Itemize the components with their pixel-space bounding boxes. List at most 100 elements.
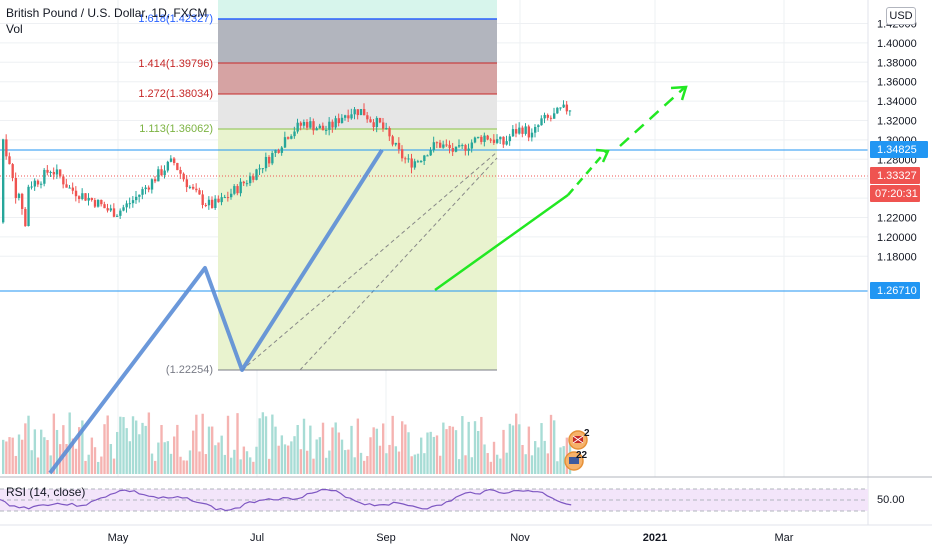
candle-body [372,122,375,128]
volume-bar [556,461,559,474]
candle-body [492,139,496,143]
candle-body [337,118,341,124]
candle-body [233,186,236,194]
volume-bar [5,441,8,474]
candle-body [255,169,258,180]
candle-body [540,118,543,126]
volume-bar [388,444,391,474]
volume-bars [2,412,572,474]
fib-label-1272: 1.272(1.38034) [138,88,213,100]
candle-body [293,131,296,137]
volume-bar [81,420,84,474]
candle-body [46,169,49,173]
candle-body [239,181,242,194]
candle-body [290,136,293,139]
candle-body [211,199,214,208]
volume-bar [255,446,258,474]
price-axis[interactable]: 1.420001.400001.380001.360001.340001.320… [867,0,928,525]
fib-label-1113: 1.113(1.36062) [139,123,213,135]
rsi-label[interactable]: RSI (14, close) [6,485,86,499]
fibonacci-extension[interactable]: 1.618(1.42327) 1.414(1.39796) 1.272(1.38… [138,0,498,376]
candle-body [195,188,198,191]
volume-bar [524,454,527,474]
rsi-pane[interactable]: 50.00 [0,476,932,512]
candle-body [505,141,508,145]
candle-body [230,193,233,198]
candle-body [287,137,290,139]
volume-bar [97,461,100,474]
candle-body [458,145,461,147]
candle-body [49,171,52,173]
volume-bar [103,424,106,474]
candle-body [207,199,211,206]
volume-bar [84,460,87,474]
volume-bar [359,452,363,474]
economic-events[interactable]: 2 22 [564,428,590,471]
volume-bar [518,424,521,474]
volume-bar [549,414,553,474]
candle-body [499,136,502,140]
volume-bar [331,427,334,474]
volume-bar [378,445,382,474]
candle-body [331,121,334,128]
volume-bar [458,459,461,474]
volume-bar [144,425,147,474]
volume-bar [11,437,14,474]
candle-body [334,118,337,128]
volume-bar [404,424,407,474]
chart-legend[interactable]: British Pound / U.S. Dollar, 1D, FXCM Vo… [6,5,207,37]
trend-drawing[interactable] [48,85,688,475]
volume-bar [454,430,458,474]
candle-body [268,156,271,164]
volume-bar [160,425,163,474]
candle-body [147,187,151,190]
candlestick-series [2,100,572,227]
volume-bar [496,454,499,474]
volume-bar [17,434,21,474]
candle-body [511,129,515,137]
volume-bar [214,445,217,474]
volume-bar [239,459,242,474]
volume-bar [274,426,277,474]
volume-bar [429,431,432,474]
volume-bar [432,436,436,474]
candle-body [353,109,356,115]
volume-bar [312,458,315,474]
candle-body [258,168,261,170]
candle-body [502,136,505,145]
volume-bar [321,422,325,474]
volume-bar [505,452,508,474]
volume-bar [397,451,401,474]
currency-button[interactable]: USD [886,7,916,25]
candle-body [280,147,284,153]
candle-body [138,194,141,197]
volume-bar [138,434,141,474]
time-axis[interactable]: May Jul Sep Nov 2021 Mar [0,524,932,544]
candle-body [125,203,128,208]
candle-body [394,142,398,145]
candle-body [71,187,75,191]
candle-body [106,208,109,211]
candle-body [84,193,87,201]
volume-bar [14,455,18,474]
volume-bar [530,455,534,474]
symbol-title[interactable]: British Pound / U.S. Dollar, 1D, FXCM [6,6,208,20]
price-tick: 1.40000 [877,38,917,50]
volume-label[interactable]: Vol [6,22,23,36]
candle-body [217,198,220,203]
volume-bar [315,439,318,474]
price-tick: 1.36000 [877,77,917,89]
volume-bar [150,453,154,474]
volume-bar [537,447,540,474]
volume-bar [410,456,413,474]
volume-bar [534,441,537,474]
candle-body [543,114,546,119]
candle-body [40,183,43,185]
volume-bar [328,450,331,474]
volume-bar [242,446,246,474]
candle-body [128,203,132,205]
candle-body [407,158,410,160]
volume-bar [461,416,464,474]
volume-bar [27,415,30,474]
